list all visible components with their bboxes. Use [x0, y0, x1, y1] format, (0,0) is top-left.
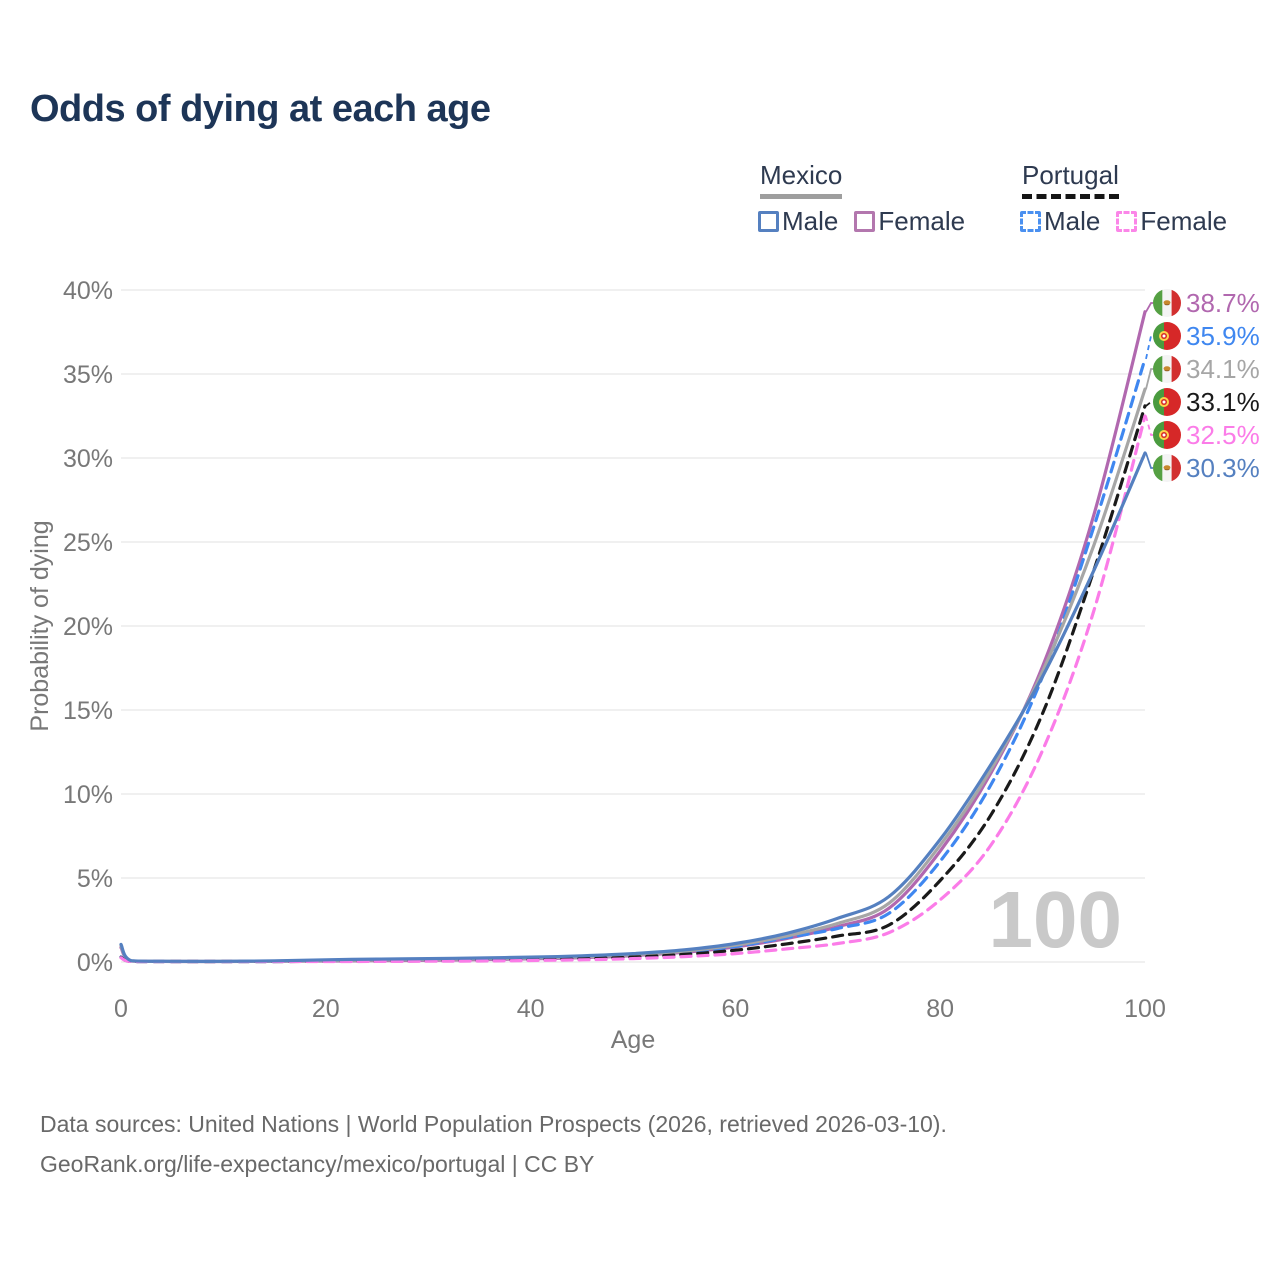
line-portugal-male[interactable] [119, 357, 1147, 964]
leader-line-mexico-male [1145, 452, 1153, 469]
series-lines [119, 310, 1147, 964]
x-tick-80: 80 [926, 995, 954, 1023]
end-label-portugal-female: 32.5% [1186, 420, 1260, 450]
legend-swatch-mexico-male[interactable] [758, 211, 779, 232]
legend-country-portugal[interactable]: Portugal [1022, 160, 1119, 199]
end-label-mexico-male: 30.3% [1186, 453, 1260, 483]
leader-line-mexico-both-sexes [1145, 368, 1153, 390]
leader-line-mexico-female [1145, 302, 1153, 313]
line-mexico-male[interactable] [119, 451, 1147, 963]
leader-line-portugal-male [1145, 335, 1153, 360]
y-tick-0: 0% [77, 949, 113, 977]
mexico-flag-icon [1153, 355, 1181, 383]
x-tick-0: 0 [114, 995, 128, 1023]
y-axis-title: Probability of dying [26, 520, 54, 731]
leader-line-portugal-female [1145, 415, 1153, 436]
x-tick-40: 40 [517, 995, 545, 1023]
x-tick-100: 100 [1124, 995, 1166, 1023]
footer-attribution-line: GeoRank.org/life-expectancy/mexico/portu… [40, 1151, 595, 1177]
leader-line-portugal-both-sexes [1145, 401, 1153, 407]
legend-label-mexico-male[interactable]: Male [782, 206, 839, 236]
end-label-mexico-female: 38.7% [1186, 288, 1260, 318]
end-label-mexico-both-sexes: 34.1% [1186, 354, 1260, 384]
x-tick-20: 20 [312, 995, 340, 1023]
age-counter-watermark: 100 [989, 875, 1122, 964]
axis-ticks: 0% 5% 10% 15% 20% 25% 30% 35% 40% 0 20 40 60 80 100 [63, 277, 1166, 1023]
legend-swatch-mexico-female[interactable] [854, 211, 876, 232]
portugal-flag-icon [1153, 388, 1181, 416]
y-tick-30: 30% [63, 445, 113, 473]
mexico-flag-icon [1153, 454, 1181, 482]
y-tick-40: 40% [63, 277, 113, 305]
line-mexico-female[interactable] [119, 310, 1147, 964]
x-axis-title: Age [611, 1026, 655, 1054]
legend-group-mexico: Mexico Male Female [758, 160, 965, 237]
legend-group-portugal: Portugal Male Female [1020, 160, 1227, 237]
y-tick-25: 25% [63, 529, 113, 557]
data-sources-footer: Data sources: United Nations | World Pop… [40, 1104, 947, 1184]
legend-label-mexico-female[interactable]: Female [878, 206, 966, 236]
portugal-flag-icon [1153, 421, 1181, 449]
y-tick-15: 15% [63, 697, 113, 725]
y-tick-20: 20% [63, 613, 113, 641]
page-title: Odds of dying at each age [30, 88, 491, 130]
end-label-portugal-male: 35.9% [1186, 321, 1260, 351]
y-tick-10: 10% [63, 781, 113, 809]
footer-sources-line: Data sources: United Nations | World Pop… [40, 1111, 947, 1137]
legend-swatch-portugal-male[interactable] [1020, 211, 1041, 232]
legend-country-mexico[interactable]: Mexico [760, 160, 843, 199]
series-end-labels: 38.7%35.9%34.1%33.1%32.5%30.3% [1145, 288, 1260, 483]
end-label-portugal-both-sexes: 33.1% [1186, 387, 1260, 417]
portugal-flag-icon [1153, 322, 1181, 350]
y-tick-5: 5% [77, 865, 113, 893]
gridlines [121, 289, 1145, 963]
y-tick-35: 35% [63, 361, 113, 389]
x-tick-60: 60 [721, 995, 749, 1023]
legend-swatch-portugal-female[interactable] [1116, 211, 1138, 232]
mexico-flag-icon [1153, 289, 1181, 317]
legend-label-portugal-male[interactable]: Male [1044, 206, 1101, 236]
legend-label-portugal-female[interactable]: Female [1140, 206, 1228, 236]
